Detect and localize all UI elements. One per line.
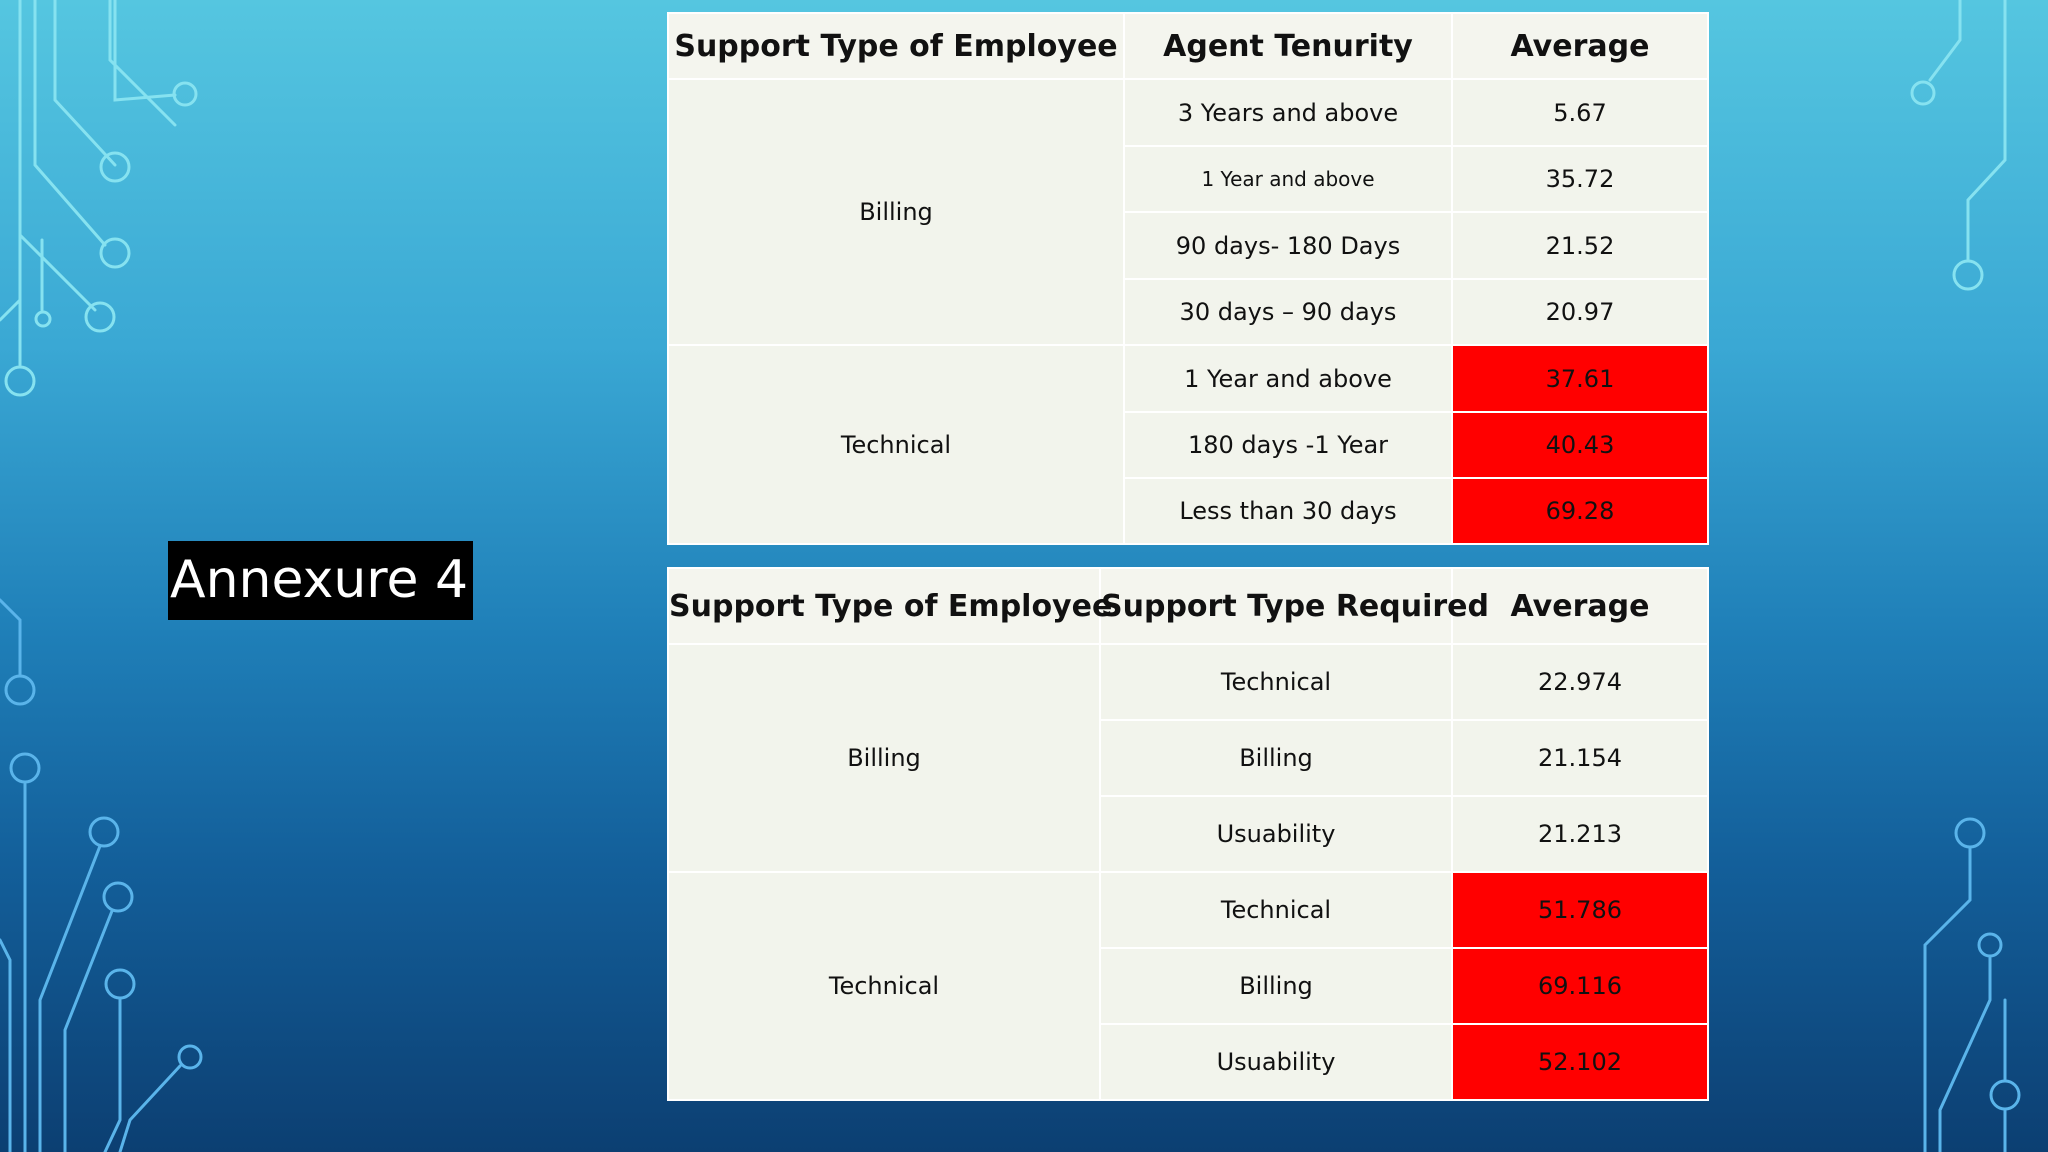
support-type-cell-billing: Billing xyxy=(667,78,1125,346)
table-row: Usuability 52.102 xyxy=(668,1023,1709,1101)
circuit-bottom-right-decoration xyxy=(1923,817,2021,1152)
support-type-cell-technical: Technical xyxy=(667,344,1125,545)
required-type-cell: Technical xyxy=(1099,643,1453,721)
header-support-type-of-employee: Support Type of Employee xyxy=(667,12,1125,80)
table-row: Less than 30 days 69.28 xyxy=(668,477,1709,545)
tenure-cell: 180 days -1 Year xyxy=(1123,411,1453,479)
required-type-cell: Usuability xyxy=(1099,1023,1453,1101)
required-type-cell: Usuability xyxy=(1099,795,1453,873)
support-type-cell-technical: Technical xyxy=(667,871,1101,1101)
header-support-type-required: Support Type Required xyxy=(1099,567,1489,645)
tenure-cell: 30 days – 90 days xyxy=(1123,278,1453,346)
average-cell: 21.213 xyxy=(1451,795,1709,873)
average-cell-highlighted: 51.786 xyxy=(1451,871,1709,949)
required-type-cell: Billing xyxy=(1099,947,1453,1025)
table-row: Billing 21.154 xyxy=(668,719,1709,797)
tenure-cell: 1 Year and above xyxy=(1123,344,1453,413)
circuit-top-right-decoration xyxy=(1910,0,2007,291)
table-row: 1 Year and above 35.72 xyxy=(668,145,1709,213)
table-row: Billing 69.116 xyxy=(668,947,1709,1025)
tenure-cell: 1 Year and above xyxy=(1123,145,1453,213)
table-header-row: Support Type of Employee Support Type Re… xyxy=(667,567,1709,645)
header-agent-tenurity: Agent Tenurity xyxy=(1123,12,1453,80)
support-type-required-table: Support Type of Employee Support Type Re… xyxy=(667,567,1709,1101)
table-row: Technical 1 Year and above 37.61 xyxy=(667,344,1709,545)
header-average: Average xyxy=(1451,12,1709,80)
tenure-cell: 90 days- 180 Days xyxy=(1123,211,1453,280)
table-row: Billing 3 Years and above 5.67 xyxy=(667,78,1709,346)
average-cell: 35.72 xyxy=(1451,145,1709,213)
table-row: 90 days- 180 Days 21.52 xyxy=(668,211,1709,280)
support-type-cell-billing: Billing xyxy=(667,643,1101,873)
average-cell: 21.52 xyxy=(1451,211,1709,280)
tenure-cell: 3 Years and above xyxy=(1123,78,1453,147)
table-header-row: Support Type of Employee Agent Tenurity … xyxy=(667,12,1709,80)
average-cell-highlighted: 37.61 xyxy=(1451,344,1709,413)
circuit-top-left-decoration xyxy=(0,0,198,397)
table-row: 180 days -1 Year 40.43 xyxy=(668,411,1709,479)
table-row: Usuability 21.213 xyxy=(668,795,1709,873)
table-row: 30 days – 90 days 20.97 xyxy=(668,278,1709,346)
table-row: Technical Technical 51.786 xyxy=(667,871,1709,1101)
agent-tenurity-table: Support Type of Employee Agent Tenurity … xyxy=(667,12,1709,545)
average-cell: 20.97 xyxy=(1451,278,1709,346)
header-support-type-of-employee: Support Type of Employee xyxy=(667,567,1112,645)
slide-title: Annexure 4 xyxy=(168,541,473,620)
average-cell: 21.154 xyxy=(1451,719,1709,797)
average-cell: 22.974 xyxy=(1451,643,1709,721)
average-cell: 5.67 xyxy=(1451,78,1709,147)
average-cell-highlighted: 69.28 xyxy=(1451,477,1709,545)
table-row: Billing Technical 22.974 xyxy=(667,643,1709,873)
header-average: Average xyxy=(1451,567,1709,645)
average-cell-highlighted: 52.102 xyxy=(1451,1023,1709,1101)
required-type-cell: Billing xyxy=(1099,719,1453,797)
average-cell-highlighted: 69.116 xyxy=(1451,947,1709,1025)
tenure-cell: Less than 30 days xyxy=(1123,477,1453,545)
circuit-bottom-left-decoration xyxy=(0,598,203,1152)
required-type-cell: Technical xyxy=(1099,871,1453,949)
average-cell-highlighted: 40.43 xyxy=(1451,411,1709,479)
